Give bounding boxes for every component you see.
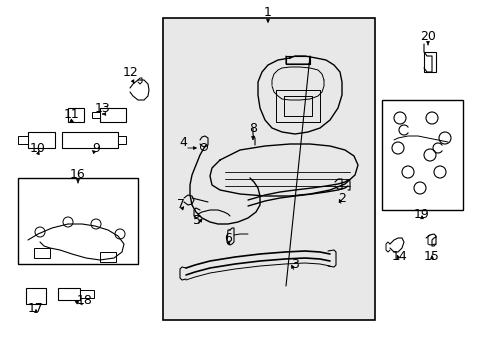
Bar [62,132,118,148]
Text: 16: 16 [70,167,86,180]
Bar [92,112,100,118]
Bar [18,136,28,144]
Text: 15: 15 [423,249,439,262]
Bar [68,108,84,122]
Bar [423,52,435,72]
Text: 11: 11 [64,108,80,122]
Text: 9: 9 [92,141,100,154]
Text: 8: 8 [248,122,257,135]
Bar [18,178,138,264]
Bar [80,290,94,298]
Text: 17: 17 [28,302,44,315]
Text: 1: 1 [264,5,271,18]
Bar [100,108,126,122]
Text: 13: 13 [95,102,111,114]
Text: 20: 20 [419,30,435,42]
Text: 14: 14 [391,249,407,262]
Bar [118,136,126,144]
Bar [100,252,116,262]
Text: 12: 12 [123,66,139,78]
Bar [26,288,46,304]
Text: 4: 4 [179,135,186,148]
Text: 6: 6 [224,231,231,244]
Bar [28,132,55,148]
Bar [58,288,80,300]
Bar [34,248,50,258]
Text: 5: 5 [193,213,201,226]
Text: 19: 19 [413,207,429,220]
Text: 18: 18 [77,293,93,306]
Text: 3: 3 [290,257,298,270]
Text: 2: 2 [337,192,345,204]
Bar [381,100,462,210]
Bar [163,18,374,320]
Text: 7: 7 [177,198,184,211]
Text: 10: 10 [30,141,46,154]
